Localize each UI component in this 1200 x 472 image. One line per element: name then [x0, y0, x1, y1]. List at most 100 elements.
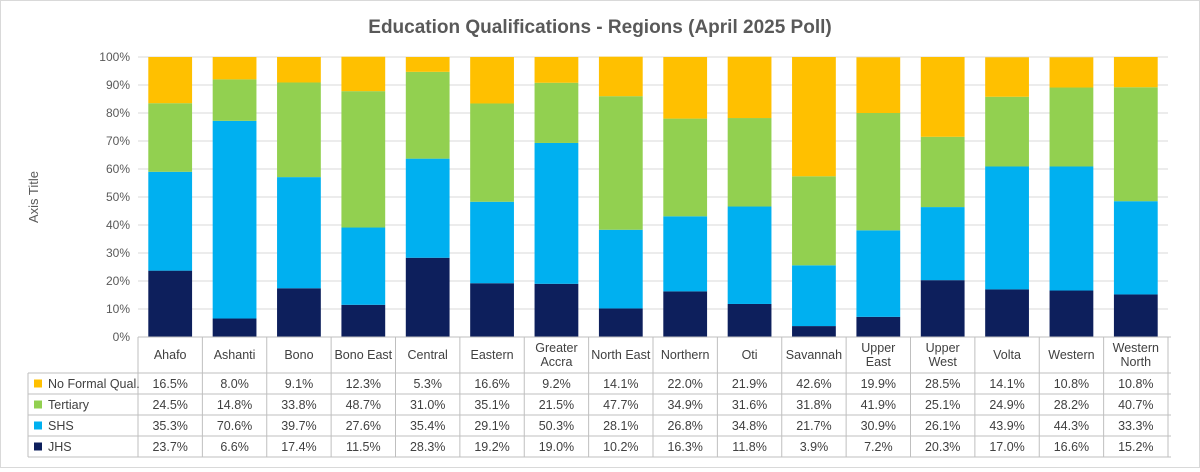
category-label: North	[1121, 355, 1152, 369]
data-label: 11.5%	[346, 440, 381, 454]
y-axis-ticks: 0% 10% 20% 30% 40% 50% 60% 70% 80% 90% 100%	[99, 50, 130, 344]
y-tick-label: 40%	[106, 218, 130, 232]
data-label: 70.6%	[217, 419, 252, 433]
bar-segment	[598, 229, 643, 309]
bar-segment	[727, 56, 772, 119]
bar-segment	[341, 56, 386, 92]
data-label: 14.8%	[217, 398, 252, 412]
bar-segment	[470, 201, 514, 284]
data-table: Ahafo Ashanti Bono Bono East Central Eastern G…	[27, 336, 1171, 458]
legend-label: JHS	[48, 440, 72, 454]
bar-segment	[148, 171, 193, 271]
data-label: 26.8%	[667, 419, 702, 433]
legend-label: No Formal Qual.	[48, 377, 140, 391]
bar-segment	[920, 57, 965, 137]
bar-segment	[148, 270, 193, 337]
data-label: 31.8%	[796, 398, 831, 412]
bar-segment	[405, 257, 450, 337]
data-label: 5.3%	[413, 377, 442, 391]
bar-segment	[470, 103, 514, 202]
bar-segment	[470, 57, 514, 104]
bar-segment	[534, 57, 579, 83]
category-label: Western	[1048, 348, 1094, 362]
bar-segment	[1049, 166, 1094, 291]
data-label: 20.3%	[925, 440, 960, 454]
y-tick-label: 20%	[106, 274, 130, 288]
data-label: 16.3%	[667, 440, 702, 454]
bar-segment	[405, 71, 450, 159]
bar-segment	[534, 283, 579, 337]
bar-segment	[727, 118, 772, 207]
legend-key	[34, 442, 42, 451]
bar-segment	[1049, 87, 1094, 167]
y-tick-label: 30%	[106, 246, 130, 260]
bar-segment	[920, 136, 965, 208]
bar-segment	[341, 304, 386, 337]
category-label: West	[929, 355, 958, 369]
data-label: 17.4%	[281, 440, 316, 454]
bar-segment	[598, 308, 643, 337]
data-label: 40.7%	[1118, 398, 1153, 412]
bars	[148, 56, 1158, 337]
data-label: 33.3%	[1118, 419, 1153, 433]
bar-segment	[985, 289, 1029, 337]
bar-segment	[598, 96, 643, 230]
bar-segment	[212, 57, 257, 80]
bar-segment	[277, 57, 321, 83]
data-label: 21.7%	[796, 419, 831, 433]
data-label: 28.3%	[410, 440, 445, 454]
bar-segment	[792, 57, 836, 177]
data-label: 27.6%	[346, 419, 381, 433]
data-label: 29.1%	[474, 419, 509, 433]
data-label: 43.9%	[989, 419, 1024, 433]
bar-segment	[405, 158, 450, 258]
bar-segment	[985, 57, 1029, 97]
category-label: Ashanti	[214, 348, 256, 362]
data-label: 16.6%	[1054, 440, 1089, 454]
bar-segment	[1049, 57, 1094, 88]
data-label: 21.9%	[732, 377, 767, 391]
bar-segment	[663, 57, 708, 119]
bar-segment	[148, 103, 193, 172]
category-label: North East	[591, 348, 651, 362]
bar-segment	[856, 113, 901, 231]
bar-segment	[212, 79, 257, 121]
bar-segment	[663, 118, 708, 217]
category-label: Ahafo	[154, 348, 187, 362]
category-label: Greater	[535, 341, 577, 355]
legend-key	[34, 421, 42, 430]
category-label: Eastern	[471, 348, 514, 362]
data-label: 35.3%	[152, 419, 187, 433]
data-label: 41.9%	[861, 398, 896, 412]
y-tick-label: 90%	[106, 78, 130, 92]
data-label: 34.9%	[667, 398, 702, 412]
data-label: 26.1%	[925, 419, 960, 433]
bar-segment	[212, 318, 257, 337]
bar-segment	[534, 142, 579, 284]
data-label: 35.1%	[474, 398, 509, 412]
bar-segment	[341, 227, 386, 305]
data-label: 23.7%	[152, 440, 187, 454]
y-tick-label: 100%	[99, 50, 130, 64]
data-label: 35.4%	[410, 419, 445, 433]
data-label: 7.2%	[864, 440, 893, 454]
category-label: Western	[1113, 341, 1159, 355]
data-label: 28.1%	[603, 419, 638, 433]
data-label: 19.0%	[539, 440, 574, 454]
bar-segment	[663, 216, 708, 292]
category-label: Northern	[661, 348, 710, 362]
data-label: 24.9%	[989, 398, 1024, 412]
bar-segment	[277, 82, 321, 178]
bar-segment	[148, 57, 193, 104]
data-label: 24.5%	[152, 398, 187, 412]
bar-segment	[277, 288, 321, 337]
bar-segment	[470, 283, 514, 337]
data-label: 10.2%	[603, 440, 638, 454]
legend-key	[34, 400, 42, 409]
bar-segment	[856, 230, 901, 317]
data-label: 21.5%	[539, 398, 574, 412]
y-axis-title: Axis Title	[26, 171, 41, 223]
data-label: 47.7%	[603, 398, 638, 412]
category-label: Accra	[540, 355, 572, 369]
bar-segment	[277, 177, 321, 289]
